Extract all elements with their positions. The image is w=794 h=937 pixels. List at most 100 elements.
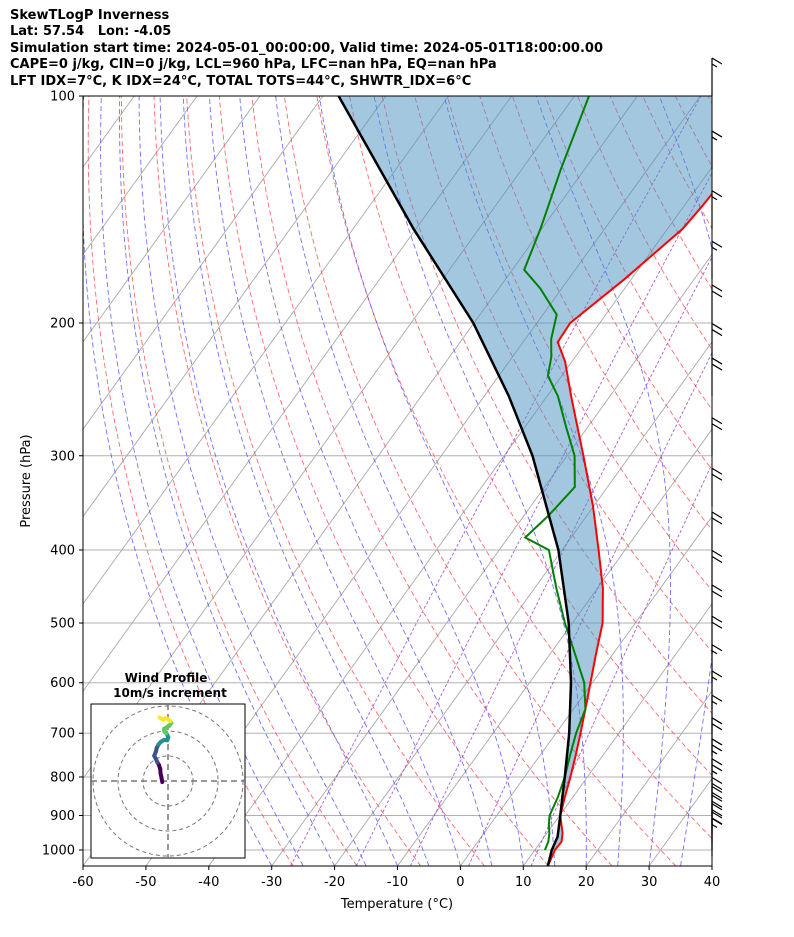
- hodograph-plot: [91, 704, 245, 858]
- dry-adiabat: [479, 96, 712, 531]
- barb-flag: [711, 590, 723, 598]
- wind-barb: [711, 284, 723, 323]
- barb-half-flag: [711, 823, 718, 829]
- y-tick-label: 200: [50, 316, 75, 331]
- barb-flag: [711, 717, 723, 725]
- barb-flag: [711, 130, 723, 138]
- mixing-ratio-line: [290, 96, 702, 866]
- isotherm-gridline: [585, 690, 712, 866]
- barb-flag: [711, 240, 723, 248]
- isotherm-gridline: [83, 96, 324, 430]
- wind-barb: [711, 511, 723, 550]
- barb-flag: [711, 809, 723, 817]
- barb-flag: [711, 511, 723, 519]
- wind-barb: [711, 615, 723, 655]
- x-tick-label: -20: [324, 875, 345, 890]
- x-tick-label: -50: [135, 875, 156, 890]
- moist-adiabat: [159, 96, 398, 866]
- dry-adiabat: [446, 96, 712, 592]
- barb-flag: [711, 584, 723, 592]
- y-tick-label: 700: [50, 727, 75, 742]
- hodograph-title: Wind Profile: [125, 671, 208, 685]
- dry-adiabat: [316, 96, 712, 840]
- dry-adiabat: [511, 96, 712, 471]
- x-tick-label: -10: [387, 875, 408, 890]
- x-tick-label: 10: [515, 875, 532, 890]
- barb-flag: [711, 363, 723, 371]
- barb-flag: [711, 323, 723, 331]
- barb-flag: [711, 556, 723, 564]
- y-tick-label: 600: [50, 676, 75, 691]
- barb-flag: [711, 329, 723, 337]
- barb-flag: [711, 744, 723, 752]
- dry-adiabat: [283, 96, 677, 866]
- dry-adiabat: [544, 96, 712, 411]
- dry-adiabat: [218, 96, 549, 866]
- barb-flag: [711, 777, 723, 785]
- dry-adiabat: [87, 96, 294, 866]
- mixing-ratio-line: [530, 462, 712, 866]
- moist-adiabat: [119, 96, 336, 866]
- chart-title: SkewTLogP Inverness: [10, 8, 170, 23]
- dewpoint-profile: [523, 96, 590, 851]
- wind-barb: [711, 57, 723, 96]
- barb-flag: [711, 794, 723, 802]
- isotherm-gridline: [83, 96, 387, 518]
- barb-flag: [711, 550, 723, 558]
- y-tick-label: 400: [50, 543, 75, 558]
- dry-adiabat: [773, 96, 794, 866]
- barb-half-flag: [711, 750, 718, 755]
- moist-adiabat: [182, 96, 430, 866]
- barb-flag: [711, 670, 723, 678]
- cin-shading: [338, 96, 712, 850]
- y-tick-label: 500: [50, 617, 75, 632]
- barb-flag: [711, 284, 723, 292]
- barb-flag: [711, 694, 723, 702]
- indices-line-2: LFT IDX=7°C, K IDX=24°C, TOTAL TOTS=44°C…: [10, 73, 472, 89]
- barb-flag: [711, 811, 723, 819]
- barb-flag: [711, 738, 723, 746]
- wind-barb: [711, 694, 723, 734]
- x-tick-label: -60: [72, 875, 93, 890]
- barb-flag: [711, 785, 723, 794]
- moist-adiabat: [100, 96, 304, 866]
- indices-line-1: CAPE=0 j/kg, CIN=0 j/kg, LCL=960 hPa, LF…: [10, 57, 497, 73]
- wind-barb: [711, 357, 723, 397]
- wind-barb: [711, 323, 723, 362]
- barb-flag: [711, 800, 723, 808]
- mixing-ratio-line: [409, 255, 712, 866]
- barb-flag: [711, 758, 723, 766]
- y-axis-label: Pressure (hPa): [19, 434, 34, 527]
- barb-flag: [711, 615, 723, 623]
- isotherm-gridline: [460, 515, 712, 866]
- x-tick-label: 30: [641, 875, 658, 890]
- hodograph-segment: [157, 715, 165, 722]
- barb-flag: [711, 473, 723, 481]
- wind-barb: [711, 467, 723, 507]
- x-tick-label: -40: [198, 875, 219, 890]
- y-tick-label: 100: [50, 90, 75, 105]
- dry-adiabat: [186, 96, 485, 866]
- barb-flag: [711, 783, 723, 791]
- barb-flag: [711, 417, 723, 425]
- isotherm-gridline: [0, 96, 71, 866]
- mixing-ratio-line: [468, 351, 712, 866]
- y-tick-label: 800: [50, 770, 75, 785]
- wind-barb: [711, 550, 723, 589]
- isotherm-gridline: [711, 865, 712, 866]
- parcel-path: [337, 96, 573, 866]
- moist-adiabat: [711, 863, 712, 866]
- barb-half-flag: [711, 770, 718, 775]
- isotherm-gridline: [334, 341, 712, 866]
- dry-adiabat: [741, 96, 794, 866]
- moist-adiabat: [318, 96, 556, 866]
- wind-barb: [711, 240, 723, 280]
- barb-flag: [711, 190, 723, 198]
- isotherm-gridline: [83, 96, 450, 605]
- barb-flag: [711, 817, 723, 825]
- barb-flag: [711, 621, 723, 629]
- wind-barb: [711, 417, 723, 456]
- barb-half-flag: [711, 246, 718, 251]
- x-tick-label: 20: [578, 875, 595, 890]
